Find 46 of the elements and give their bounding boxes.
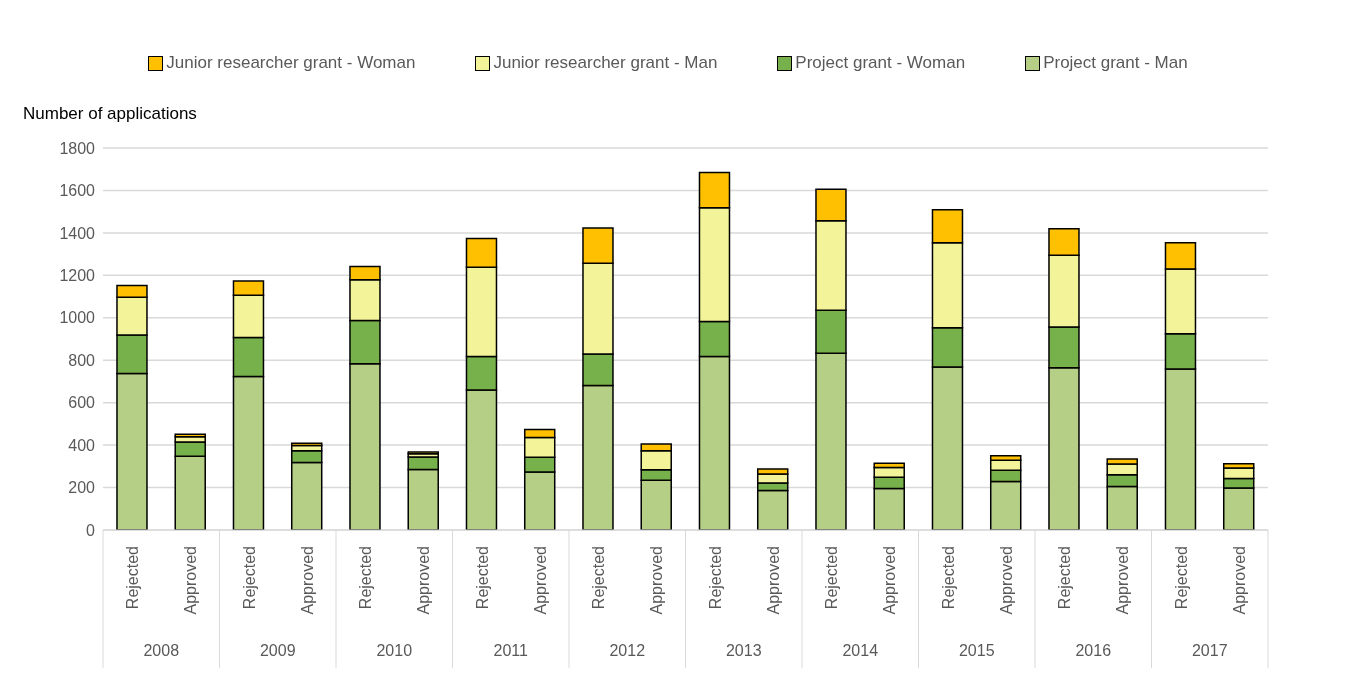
x-tick-label: Approved	[1114, 546, 1132, 615]
x-tick-label: Rejected	[473, 546, 491, 610]
y-tick-label: 0	[86, 521, 96, 539]
x-tick-label: Approved	[415, 546, 433, 615]
x-tick-label: Approved	[1230, 546, 1248, 615]
x-tick-label: Rejected	[939, 546, 957, 610]
legend-label: Junior researcher grant - Woman	[166, 53, 416, 73]
x-tick-label: Rejected	[240, 546, 258, 610]
legend-label: Junior researcher grant - Man	[493, 53, 718, 73]
x-tick-label: Approved	[531, 546, 549, 615]
y-tick-label: 800	[68, 351, 96, 369]
text: 2009	[259, 642, 296, 659]
x-tick-label: Approved	[997, 546, 1015, 615]
text: 2017	[1191, 642, 1228, 659]
x-tick-label: Rejected	[823, 546, 841, 610]
y-tick-label: 1400	[59, 224, 96, 242]
y-tick-label: 1800	[59, 139, 96, 157]
x-tick-label: Rejected	[590, 546, 608, 610]
text: 2012	[609, 642, 646, 659]
x-tick-label: Rejected	[1172, 546, 1190, 610]
y-tick-label: 200	[68, 479, 96, 497]
x-tick-label: Rejected	[1056, 546, 1074, 610]
x-tick-label: Approved	[881, 546, 899, 615]
x-tick-label: Rejected	[357, 546, 375, 610]
legend-label: Project grant - Man	[1043, 53, 1188, 73]
y-tick-label: 600	[68, 394, 96, 412]
y-tick-label: 1200	[59, 267, 96, 285]
x-tick-label: Approved	[764, 546, 782, 615]
text: 2015	[958, 642, 995, 659]
y-tick-label: 1000	[59, 309, 96, 327]
y-tick-label: 1600	[59, 182, 96, 200]
y-axis-title: Number of applications	[23, 104, 197, 124]
x-tick-label: Approved	[648, 546, 666, 615]
text: 2011	[493, 642, 529, 659]
y-tick-label: 400	[68, 436, 96, 454]
text: 2008	[143, 642, 180, 659]
bar	[290, 442, 323, 447]
legend-label: Project grant - Woman	[795, 53, 966, 73]
text: 2013	[725, 642, 762, 659]
text: 2010	[376, 642, 413, 659]
text: 2016	[1075, 642, 1112, 659]
x-tick-label: Approved	[182, 546, 200, 615]
x-tick-label: Rejected	[124, 546, 142, 610]
text: 2014	[842, 642, 879, 659]
x-tick-label: Rejected	[706, 546, 724, 610]
x-tick-label: Approved	[298, 546, 316, 615]
